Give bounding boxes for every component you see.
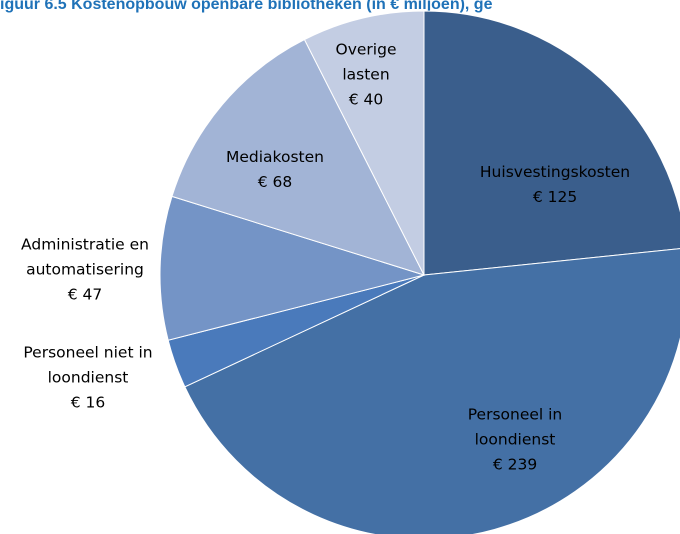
pie-slice (423, 10, 680, 276)
category-label: Personeel in loondienst (467, 405, 563, 449)
slice-label: Administratie en automatisering € 47 (8, 233, 163, 308)
category-label: Mediakosten (226, 148, 324, 166)
chart-title: iguur 6.5 Kostenopbouw openbare biblioth… (0, 0, 493, 13)
category-label: Personeel niet in loondienst (23, 343, 153, 387)
value-label: € 47 (67, 285, 103, 304)
value-label: € 125 (532, 188, 578, 206)
pie-slice (171, 38, 425, 276)
value-label: € 16 (70, 393, 106, 412)
value-label: € 239 (492, 455, 538, 474)
pie-slice (184, 248, 680, 534)
category-label: Huisvestingskosten (479, 163, 631, 181)
slice-label: Personeel niet in loondienst € 16 (21, 341, 156, 416)
slice-label: Mediakosten € 68 (210, 145, 340, 195)
value-label: € 68 (257, 173, 293, 191)
slice-label: Overige lasten € 40 (326, 38, 406, 113)
pie-slice (303, 10, 425, 276)
category-label: Overige lasten (335, 40, 397, 84)
slice-label: Huisvestingskosten € 125 (470, 160, 640, 210)
value-label: € 40 (348, 90, 384, 109)
pie-slice (159, 195, 426, 341)
category-label: Administratie en automatisering (21, 235, 149, 279)
slice-label: Personeel in loondienst € 239 (455, 403, 575, 478)
